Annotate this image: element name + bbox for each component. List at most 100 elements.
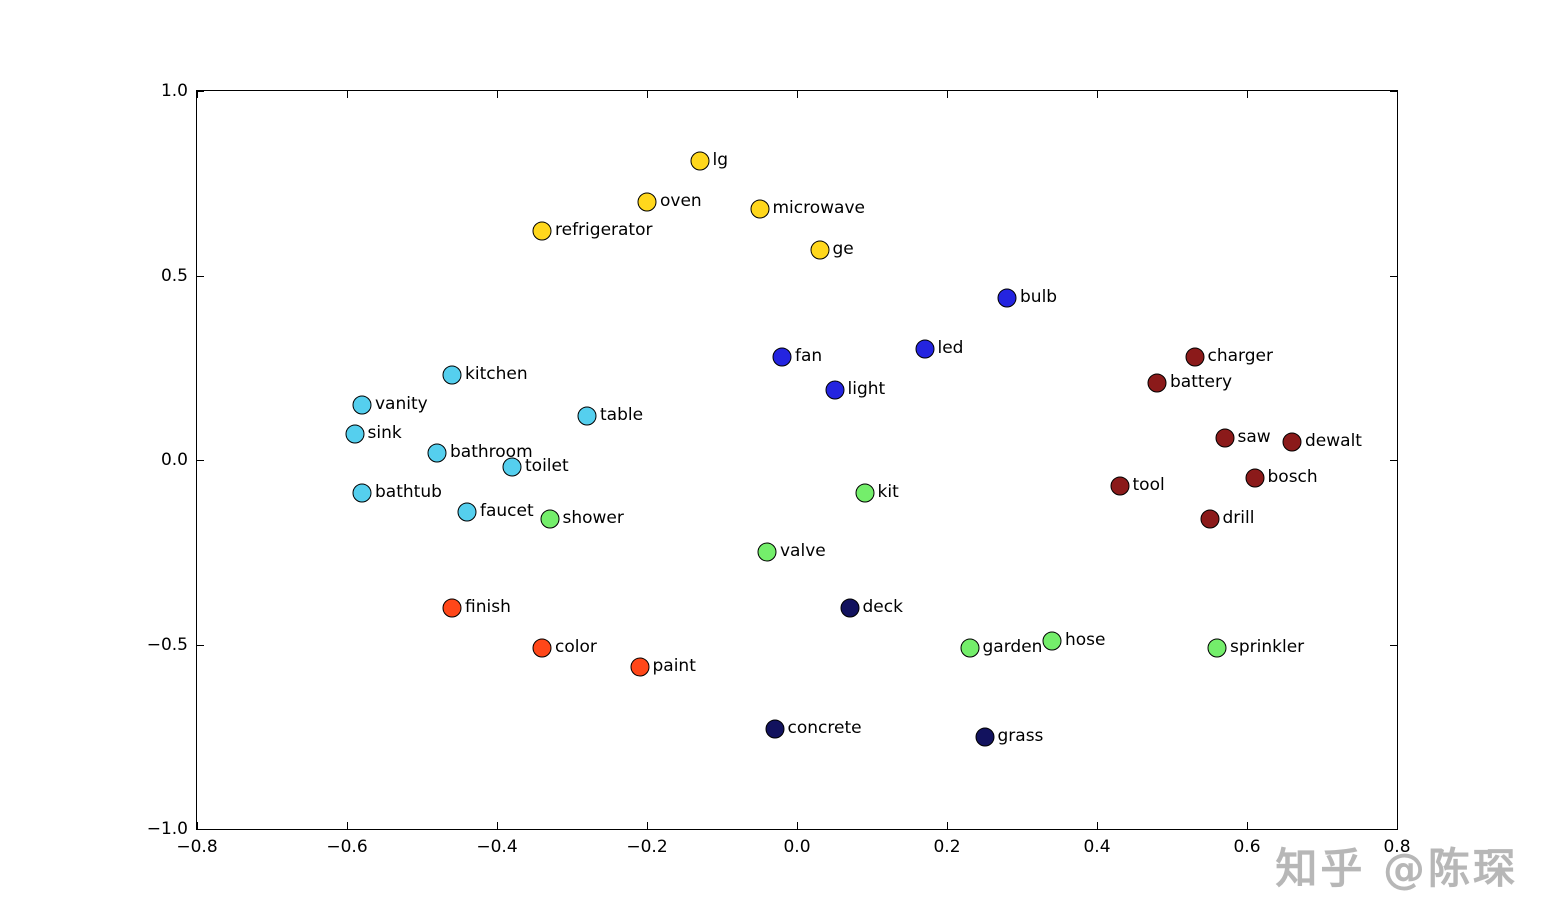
data-point-battery bbox=[1147, 373, 1167, 392]
point-label-charger: charger bbox=[1207, 345, 1273, 366]
x-tick-label: 0.4 bbox=[1083, 837, 1111, 857]
data-point-bathroom bbox=[427, 443, 447, 463]
data-point-shower bbox=[540, 509, 559, 529]
plot-area: −0.8 −0.6 −0.4 −0.2 0.0 0.2 0.4 0.6 0.8 −1.0 −0.5 0… bbox=[147, 81, 1411, 857]
point-label-concrete: concrete bbox=[787, 718, 862, 739]
x-tick-mark bbox=[1097, 91, 1098, 98]
point-label-kit: kit bbox=[877, 482, 899, 503]
x-tick-mark bbox=[347, 822, 348, 829]
x-tick-mark bbox=[497, 822, 498, 829]
data-point-table bbox=[577, 406, 597, 426]
x-tick-mark bbox=[197, 91, 198, 98]
data-point-refrigerator bbox=[532, 221, 552, 241]
point-label-led: led bbox=[937, 338, 964, 359]
point-label-dewalt: dewalt bbox=[1305, 430, 1362, 451]
point-label-kitchen: kitchen bbox=[465, 364, 528, 385]
x-tick-mark bbox=[347, 91, 348, 98]
data-point-sink bbox=[345, 424, 364, 444]
x-tick-label: 0.0 bbox=[783, 837, 811, 857]
y-tick-mark bbox=[197, 275, 204, 277]
data-point-ge bbox=[810, 240, 829, 260]
x-tick-mark bbox=[1097, 822, 1098, 829]
data-point-toilet bbox=[502, 457, 522, 477]
x-tick-mark bbox=[497, 91, 498, 98]
data-point-drill bbox=[1200, 509, 1219, 529]
data-point-concrete bbox=[765, 719, 784, 739]
point-label-paint: paint bbox=[652, 655, 696, 676]
watermark: 知乎 @陈琛 bbox=[1275, 844, 1518, 893]
x-tick-label: 0.6 bbox=[1233, 837, 1261, 857]
data-point-vanity bbox=[352, 395, 372, 415]
data-point-tool bbox=[1110, 476, 1129, 496]
point-label-bathroom: bathroom bbox=[450, 441, 533, 462]
point-label-grass: grass bbox=[997, 725, 1044, 746]
data-point-valve bbox=[757, 542, 777, 562]
point-label-bulb: bulb bbox=[1020, 286, 1058, 307]
x-tick-label: −0.6 bbox=[326, 837, 368, 857]
data-point-garden bbox=[960, 638, 979, 658]
y-tick-mark bbox=[197, 460, 204, 461]
point-label-bosch: bosch bbox=[1267, 467, 1318, 488]
x-tick-label: 0.8 bbox=[1383, 837, 1411, 857]
point-label-drill: drill bbox=[1222, 508, 1255, 529]
point-label-deck: deck bbox=[862, 596, 903, 617]
x-tick-mark bbox=[1247, 91, 1248, 98]
point-label-saw: saw bbox=[1237, 426, 1271, 447]
data-point-bathtub bbox=[352, 483, 372, 503]
x-tick-mark bbox=[1397, 91, 1398, 98]
point-label-light: light bbox=[847, 378, 886, 399]
data-point-grass bbox=[975, 727, 994, 747]
point-label-toilet: toilet bbox=[525, 456, 569, 477]
data-point-charger bbox=[1185, 347, 1204, 367]
point-label-faucet: faucet bbox=[480, 500, 534, 521]
point-label-vanity: vanity bbox=[375, 393, 428, 414]
y-tick-mark bbox=[197, 644, 204, 646]
data-point-hose bbox=[1042, 631, 1062, 651]
data-point-deck bbox=[840, 598, 859, 618]
data-point-bulb bbox=[997, 288, 1017, 308]
point-label-finish: finish bbox=[465, 596, 511, 617]
data-point-light bbox=[825, 380, 844, 400]
y-tick-mark bbox=[1390, 644, 1397, 646]
y-tick-label: −1.0 bbox=[146, 819, 188, 839]
y-tick-mark bbox=[197, 91, 204, 92]
point-label-refrigerator: refrigerator bbox=[555, 220, 653, 241]
point-label-hose: hose bbox=[1065, 629, 1106, 650]
point-label-bathtub: bathtub bbox=[375, 482, 442, 503]
x-tick-mark bbox=[197, 822, 198, 829]
data-point-paint bbox=[630, 657, 649, 677]
x-tick-label: 0.2 bbox=[933, 837, 961, 857]
y-tick-label: −0.5 bbox=[146, 634, 188, 655]
point-label-sink: sink bbox=[367, 423, 402, 444]
point-label-ge: ge bbox=[832, 238, 854, 259]
y-tick-mark bbox=[197, 829, 204, 830]
point-label-table: table bbox=[600, 404, 644, 425]
data-point-dewalt bbox=[1282, 432, 1302, 452]
data-point-fan bbox=[772, 347, 792, 367]
data-point-finish bbox=[442, 598, 462, 618]
point-label-shower: shower bbox=[562, 508, 624, 529]
y-tick-mark bbox=[1390, 829, 1397, 830]
data-point-microwave bbox=[750, 199, 769, 219]
data-point-faucet bbox=[457, 502, 477, 522]
x-tick-label: −0.8 bbox=[176, 837, 218, 857]
data-point-color bbox=[532, 638, 552, 658]
x-tick-mark bbox=[1247, 822, 1248, 829]
data-point-sprinkler bbox=[1207, 638, 1227, 658]
point-label-lg: lg bbox=[712, 150, 729, 171]
y-tick-mark bbox=[1390, 460, 1397, 461]
y-tick-label: 0.5 bbox=[160, 265, 188, 286]
point-label-tool: tool bbox=[1132, 474, 1165, 495]
data-point-lg bbox=[690, 151, 709, 171]
x-tick-mark bbox=[797, 91, 798, 98]
x-tick-label: −0.4 bbox=[476, 837, 518, 857]
data-point-bosch bbox=[1245, 468, 1264, 488]
data-point-kitchen bbox=[442, 365, 462, 385]
x-tick-mark bbox=[947, 822, 948, 829]
point-label-oven: oven bbox=[660, 190, 702, 211]
data-point-kit bbox=[855, 483, 874, 503]
y-tick-mark bbox=[1390, 275, 1397, 277]
x-tick-mark bbox=[797, 822, 798, 829]
y-tick-mark bbox=[1390, 91, 1397, 92]
point-label-valve: valve bbox=[780, 541, 826, 562]
